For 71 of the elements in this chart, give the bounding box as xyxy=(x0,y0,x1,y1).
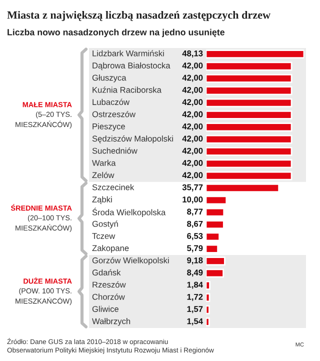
y-tick-label: Pieszyce xyxy=(92,123,125,132)
y-tick-label: Gostyń xyxy=(92,220,118,228)
data-label: 5,79 xyxy=(187,245,203,252)
bar xyxy=(206,293,210,302)
y-tick-label: Gdańsk xyxy=(92,269,121,276)
data-label: 1,57 xyxy=(187,306,203,314)
y-tick-label: Wałbrzych xyxy=(92,318,130,326)
data-label: 8,49 xyxy=(187,270,203,277)
chart-title: Miasta z największą liczbą nasadzeń zastępczych drzew xyxy=(7,10,270,22)
data-label: 1,54 xyxy=(187,318,203,326)
data-label: 35,77 xyxy=(182,184,203,192)
y-tick-label: Rzeszów xyxy=(92,281,126,288)
y-tick-label: Ostrzeszów xyxy=(92,110,136,118)
bar xyxy=(206,159,292,168)
bar xyxy=(206,305,210,314)
y-tick-label: Lubaczów xyxy=(92,98,130,106)
data-label: 48,13 xyxy=(182,50,203,58)
bar xyxy=(206,122,292,132)
y-tick-label: Warka xyxy=(92,160,116,166)
bar xyxy=(206,280,210,290)
y-tick-label: Ząbki xyxy=(92,196,112,204)
y-tick-label: Sędziszów Małopolski xyxy=(92,135,173,144)
y-tick-label: Gliwice xyxy=(92,306,118,312)
bar xyxy=(206,86,292,96)
text: Liczba nowo nasadzonych drzew na jedno usunięte xyxy=(8,28,225,38)
y-tick-label: Środa Wielkopolska xyxy=(92,208,166,217)
y-tick-label: Głuszyca xyxy=(92,74,126,82)
data-label: 1,84 xyxy=(187,282,203,289)
data-label: 8,77 xyxy=(187,208,203,216)
data-label: 10,00 xyxy=(182,196,203,204)
data-label: 42,00 xyxy=(182,111,203,118)
data-label: 8,67 xyxy=(187,220,203,228)
data-label: 42,00 xyxy=(182,148,203,155)
bar xyxy=(206,74,292,83)
bar xyxy=(206,244,218,254)
bar xyxy=(206,256,226,266)
y-tick-label: Suchedniów xyxy=(92,147,138,154)
bar xyxy=(206,171,292,180)
bar xyxy=(206,268,224,278)
y-tick-label: Tczew xyxy=(92,233,116,239)
bar xyxy=(206,232,220,242)
bar xyxy=(206,184,280,192)
y-tick-label: Gorzów Wielkopolski xyxy=(92,257,169,265)
bar xyxy=(206,62,292,71)
bar xyxy=(206,220,224,229)
bar xyxy=(206,98,292,108)
y-tick-label: Chorzów xyxy=(92,294,125,300)
bar xyxy=(206,208,225,217)
data-label: 9,18 xyxy=(187,257,203,264)
y-tick-label: Zelów xyxy=(92,172,114,178)
data-label: 42,00 xyxy=(182,123,203,131)
data-label: 42,00 xyxy=(182,86,203,94)
bar xyxy=(206,196,228,205)
y-tick-label: Kuźnia Raciborska xyxy=(92,86,162,93)
y-tick-label: Szczecinek xyxy=(92,184,134,190)
data-label: 1,72 xyxy=(187,294,203,302)
y-tick-label: Zakopane xyxy=(92,244,129,253)
y-tick-label: Dąbrowa Białostocka xyxy=(92,62,170,70)
data-label: 42,00 xyxy=(182,99,203,106)
bar xyxy=(206,317,210,326)
data-label: 42,00 xyxy=(182,74,203,82)
data-label: 42,00 xyxy=(182,62,203,70)
data-label: 42,00 xyxy=(182,136,203,143)
data-label: 42,00 xyxy=(182,160,203,168)
bar xyxy=(206,50,304,59)
y-tick-label: Lidzbark Warmiński xyxy=(92,50,164,56)
bar xyxy=(206,134,292,144)
data-label: 6,53 xyxy=(187,233,203,240)
bar xyxy=(206,147,292,156)
bar xyxy=(206,110,292,120)
data-label: 42,00 xyxy=(182,172,203,180)
